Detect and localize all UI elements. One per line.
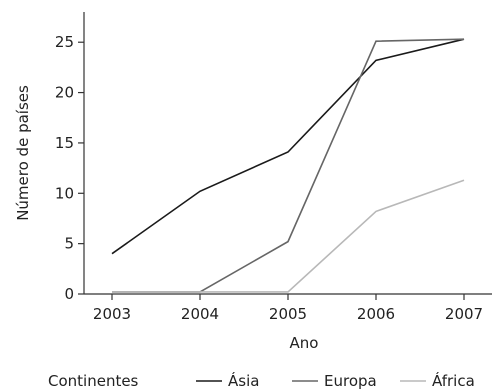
y-tick-label: 20: [55, 84, 74, 102]
x-axis-title: Ano: [290, 334, 319, 352]
y-axis-title: Número de países: [14, 85, 32, 221]
legend-label-europa: Europa: [324, 372, 377, 390]
x-tick-label: 2005: [269, 305, 307, 323]
y-tick-label: 0: [64, 285, 74, 303]
y-tick-label: 15: [55, 134, 74, 152]
series-layer: [111, 38, 465, 293]
axes: [83, 12, 492, 295]
y-tick-label: 25: [55, 33, 74, 51]
y-ticks: 0 5 10 15 20 25: [55, 33, 84, 303]
y-tick-label: 5: [64, 235, 74, 253]
x-tick-label: 2007: [445, 305, 483, 323]
x-tick-label: 2003: [93, 305, 131, 323]
series-line-africa: [112, 179, 465, 293]
legend-label-asia: Ásia: [228, 371, 259, 390]
legend-title: Continentes: [48, 372, 139, 390]
legend: Continentes Ásia Europa África: [48, 371, 475, 390]
legend-label-africa: África: [432, 371, 475, 390]
y-tick-label: 10: [55, 184, 74, 202]
x-tick-label: 2004: [181, 305, 219, 323]
series-line-asia: [111, 38, 465, 255]
x-tick-label: 2006: [357, 305, 395, 323]
series-line-europa: [112, 38, 465, 293]
x-ticks: 2003 2004 2005 2006 2007: [93, 294, 483, 323]
